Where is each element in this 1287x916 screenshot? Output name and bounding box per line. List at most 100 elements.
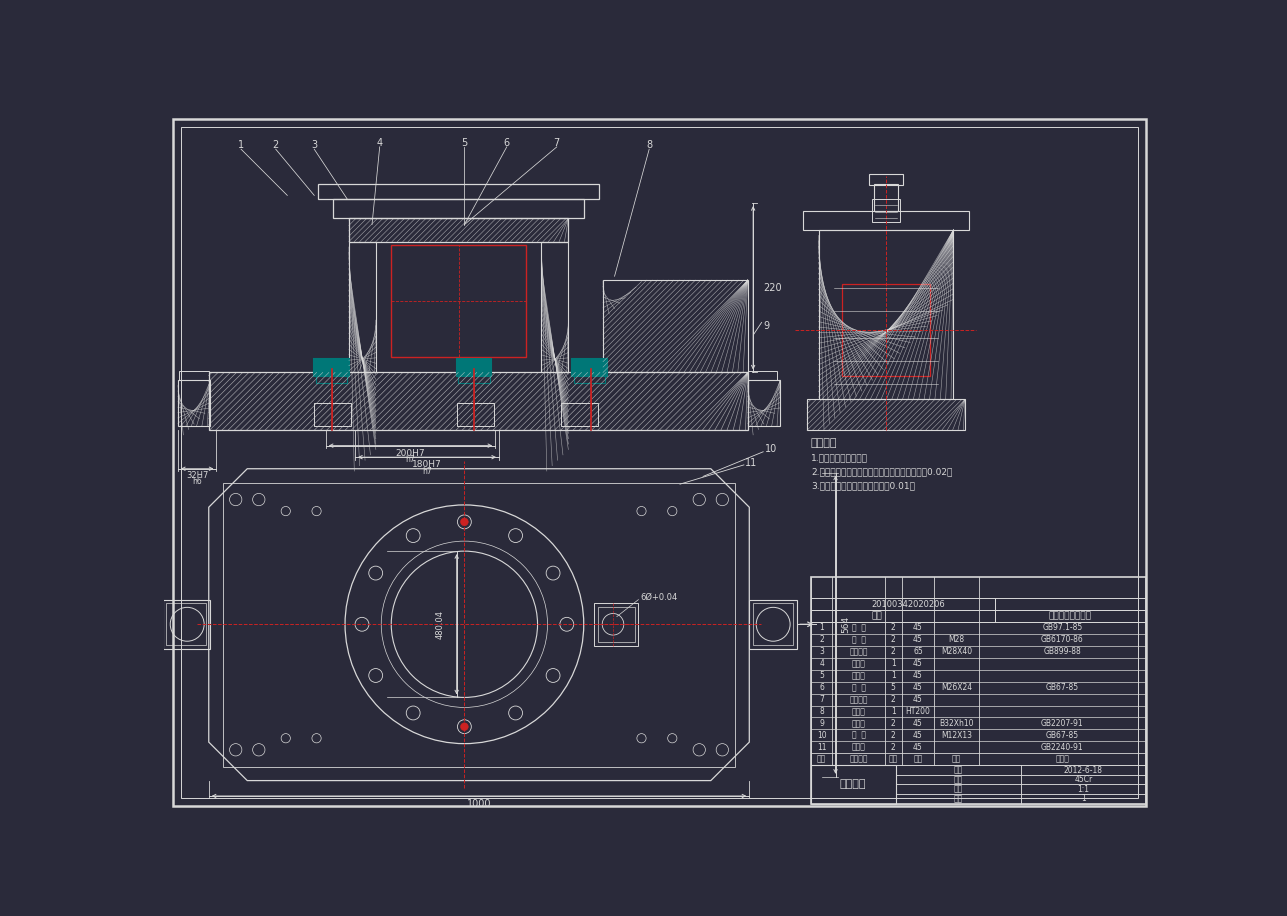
- Text: 45: 45: [912, 636, 923, 644]
- Bar: [178, 380, 210, 426]
- Text: 45: 45: [912, 743, 923, 752]
- Text: h6: h6: [192, 477, 202, 486]
- Text: 2: 2: [820, 636, 824, 644]
- Text: 7: 7: [820, 695, 824, 704]
- Bar: [811, 576, 1145, 803]
- Text: 桂林航天工业学院: 桂林航天工业学院: [1049, 612, 1091, 620]
- Text: 8: 8: [820, 707, 824, 716]
- Text: 1.支撑板需磨削加工。: 1.支撑板需磨削加工。: [811, 453, 867, 463]
- Text: 垫圈螺: 垫圈螺: [852, 743, 866, 752]
- Bar: [811, 598, 995, 610]
- Bar: [349, 242, 376, 373]
- Text: M28X40: M28X40: [941, 648, 972, 656]
- Bar: [842, 284, 931, 376]
- Text: 480.04: 480.04: [435, 610, 444, 638]
- Text: 45: 45: [912, 660, 923, 669]
- Bar: [574, 375, 605, 383]
- Bar: [803, 211, 969, 230]
- Text: 8: 8: [646, 140, 653, 150]
- Text: 7: 7: [553, 138, 560, 148]
- Bar: [604, 280, 748, 373]
- Text: 45Cr: 45Cr: [1075, 775, 1093, 784]
- Text: 2: 2: [891, 695, 896, 704]
- Text: 1: 1: [891, 707, 896, 716]
- Bar: [748, 380, 780, 426]
- Text: 基本螺栓: 基本螺栓: [849, 648, 867, 656]
- Bar: [597, 607, 634, 642]
- Text: 3.定位销轴线垂直度误差不超过0.01。: 3.定位销轴线垂直度误差不超过0.01。: [811, 481, 915, 490]
- Circle shape: [461, 723, 468, 731]
- Text: 2: 2: [891, 731, 896, 740]
- Bar: [542, 242, 569, 373]
- Text: 材料: 材料: [914, 755, 923, 764]
- Bar: [208, 373, 748, 431]
- Bar: [873, 200, 900, 223]
- Bar: [318, 184, 600, 200]
- Bar: [223, 483, 735, 767]
- Text: 数量: 数量: [954, 794, 963, 803]
- Text: 2.支撑板定位面与夹具体底面平行度误差不超过0.02；: 2.支撑板定位面与夹具体底面平行度误差不超过0.02；: [811, 467, 952, 476]
- Text: 10: 10: [817, 731, 826, 740]
- Text: 支撑套: 支撑套: [852, 671, 866, 681]
- Bar: [457, 359, 492, 376]
- Text: 夹具体: 夹具体: [852, 707, 866, 716]
- Text: M28: M28: [949, 636, 964, 644]
- Text: 螺  母: 螺 母: [852, 636, 866, 644]
- Bar: [811, 610, 995, 622]
- Text: 专用夹具: 专用夹具: [840, 780, 866, 790]
- Text: 6Ø+0.04: 6Ø+0.04: [640, 593, 677, 602]
- Text: 3: 3: [311, 140, 318, 150]
- Text: GB6170-86: GB6170-86: [1041, 636, 1084, 644]
- Text: 20100342020206: 20100342020206: [871, 600, 945, 608]
- Bar: [457, 403, 494, 426]
- Text: 6: 6: [503, 138, 510, 148]
- Bar: [896, 794, 1021, 803]
- Text: 1000: 1000: [467, 799, 492, 809]
- Bar: [314, 359, 349, 376]
- Text: 螺  钉: 螺 钉: [852, 683, 866, 692]
- Text: 65: 65: [912, 648, 923, 656]
- Text: 45: 45: [912, 719, 923, 728]
- Text: 规格: 规格: [952, 755, 961, 764]
- Text: 材料: 材料: [954, 775, 963, 784]
- Text: 45: 45: [912, 683, 923, 692]
- Text: 定位销: 定位销: [852, 719, 866, 728]
- Text: 定位销: 定位销: [852, 660, 866, 669]
- Bar: [593, 604, 638, 646]
- Text: 6: 6: [820, 683, 824, 692]
- Text: 45: 45: [912, 695, 923, 704]
- Text: 3: 3: [820, 648, 824, 656]
- Text: 564: 564: [840, 616, 849, 633]
- Text: 机架: 机架: [871, 612, 882, 620]
- Bar: [179, 371, 208, 380]
- Text: 零件名称: 零件名称: [849, 755, 867, 764]
- Bar: [166, 604, 206, 645]
- Text: 2: 2: [273, 140, 279, 150]
- Bar: [748, 371, 777, 380]
- Bar: [1021, 784, 1145, 794]
- Text: GB899-88: GB899-88: [1044, 648, 1081, 656]
- Text: 1: 1: [820, 624, 824, 632]
- Text: M26X24: M26X24: [941, 683, 972, 692]
- Text: 比例: 比例: [954, 785, 963, 794]
- Bar: [1021, 794, 1145, 803]
- Text: 45: 45: [912, 731, 923, 740]
- Text: 数量: 数量: [888, 755, 898, 764]
- Text: 序号: 序号: [817, 755, 826, 764]
- Text: GB2207-91: GB2207-91: [1041, 719, 1084, 728]
- Text: 2012-6-18: 2012-6-18: [1064, 766, 1103, 775]
- Text: 日期: 日期: [954, 766, 963, 775]
- Text: GB97.1-85: GB97.1-85: [1042, 624, 1082, 632]
- Text: 标准号: 标准号: [1055, 755, 1069, 764]
- Bar: [811, 753, 1145, 765]
- Bar: [896, 784, 1021, 794]
- Bar: [391, 245, 526, 357]
- Bar: [995, 610, 1145, 622]
- Bar: [333, 200, 584, 219]
- Text: 垫  圈: 垫 圈: [852, 624, 866, 632]
- Bar: [896, 775, 1021, 784]
- Circle shape: [461, 518, 468, 526]
- Text: 11: 11: [817, 743, 826, 752]
- Bar: [869, 174, 903, 185]
- Bar: [458, 375, 490, 383]
